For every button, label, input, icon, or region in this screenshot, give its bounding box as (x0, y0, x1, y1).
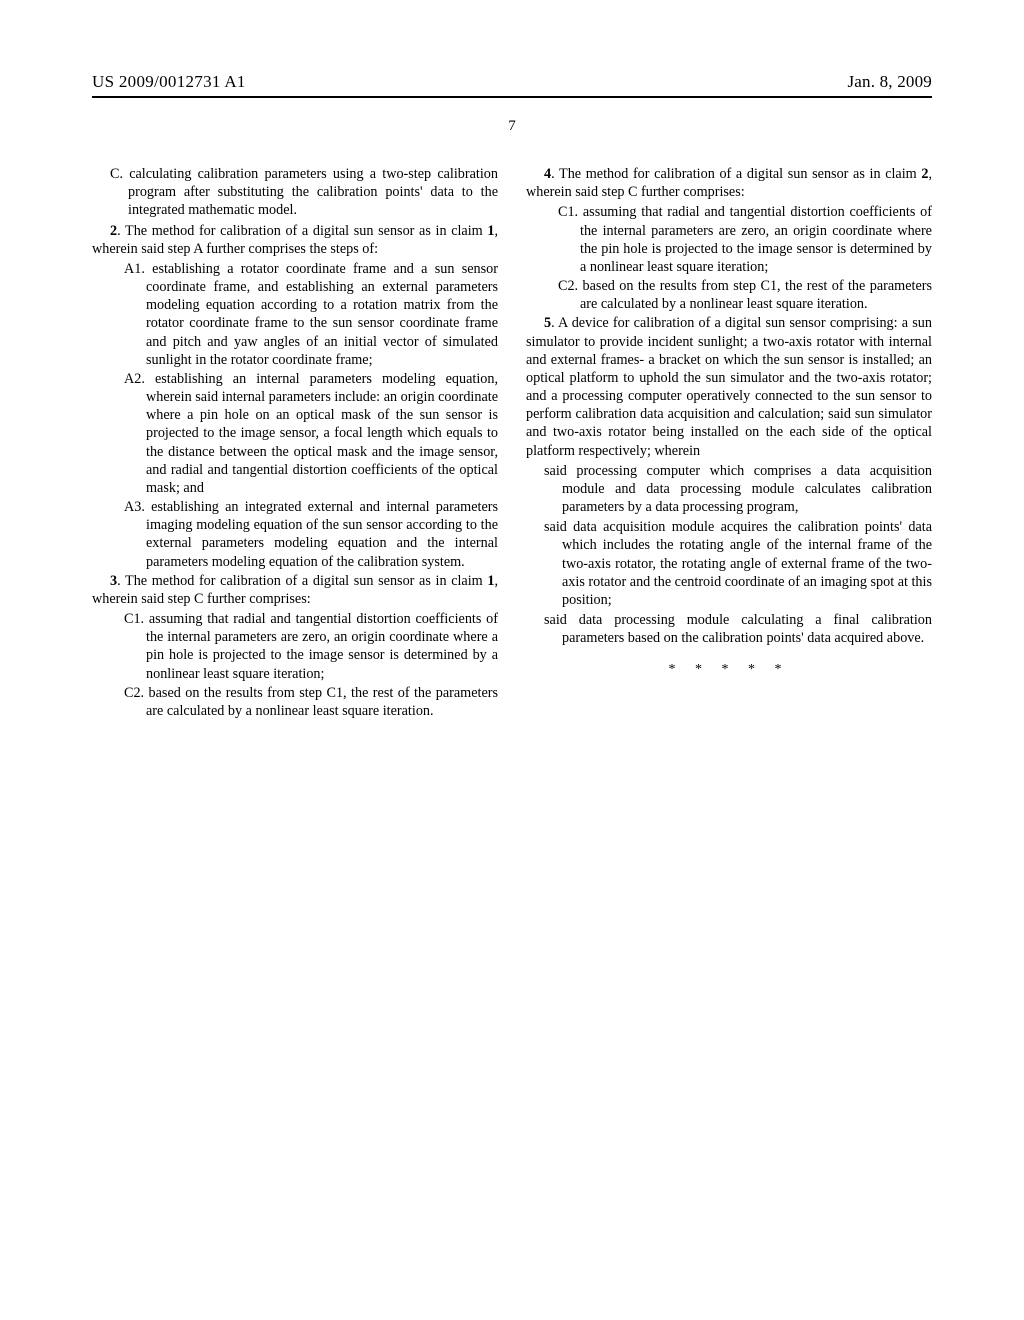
publication-date: Jan. 8, 2009 (847, 72, 932, 92)
left-column: C. calculating calibration parameters us… (92, 165, 498, 721)
claim2-a2: A2. establishing an internal parameters … (92, 370, 498, 497)
header-rule (92, 96, 932, 98)
end-of-claims-marks: * * * * * (526, 661, 932, 679)
claim-4-text-a: . The method for calibration of a digita… (551, 166, 921, 182)
claim5-wherein-2: said data acquisition module acquires th… (526, 518, 932, 609)
claim-3-intro: 3. The method for calibration of a digit… (92, 572, 498, 608)
claim2-a1: A1. establishing a rotator coordinate fr… (92, 260, 498, 369)
page-header: US 2009/0012731 A1 Jan. 8, 2009 (92, 72, 932, 92)
claim-2-intro: 2. The method for calibration of a digit… (92, 222, 498, 258)
claim5-wherein-3: said data processing module calculating … (526, 611, 932, 647)
claim-5-text: . A device for calibration of a digital … (526, 315, 932, 458)
claim-5-intro: 5. A device for calibration of a digital… (526, 314, 932, 459)
claim-3-text-a: . The method for calibration of a digita… (117, 573, 487, 589)
right-column: 4. The method for calibration of a digit… (526, 165, 932, 721)
page-number: 7 (92, 118, 932, 135)
claim-4-intro: 4. The method for calibration of a digit… (526, 165, 932, 201)
patent-page: US 2009/0012731 A1 Jan. 8, 2009 7 C. cal… (0, 0, 1024, 1320)
publication-number: US 2009/0012731 A1 (92, 72, 246, 92)
claim4-c2: C2. based on the results from step C1, t… (526, 277, 932, 313)
claim1-step-c: C. calculating calibration parameters us… (92, 165, 498, 220)
claim4-c1: C1. assuming that radial and tangential … (526, 203, 932, 276)
claim5-wherein-1: said processing computer which comprises… (526, 462, 932, 517)
claim-2-text-a: . The method for calibration of a digita… (117, 223, 487, 239)
claim3-c1: C1. assuming that radial and tangential … (92, 610, 498, 683)
text-columns: C. calculating calibration parameters us… (92, 165, 932, 721)
claim2-a3: A3. establishing an integrated external … (92, 498, 498, 571)
claim3-c2: C2. based on the results from step C1, t… (92, 684, 498, 720)
